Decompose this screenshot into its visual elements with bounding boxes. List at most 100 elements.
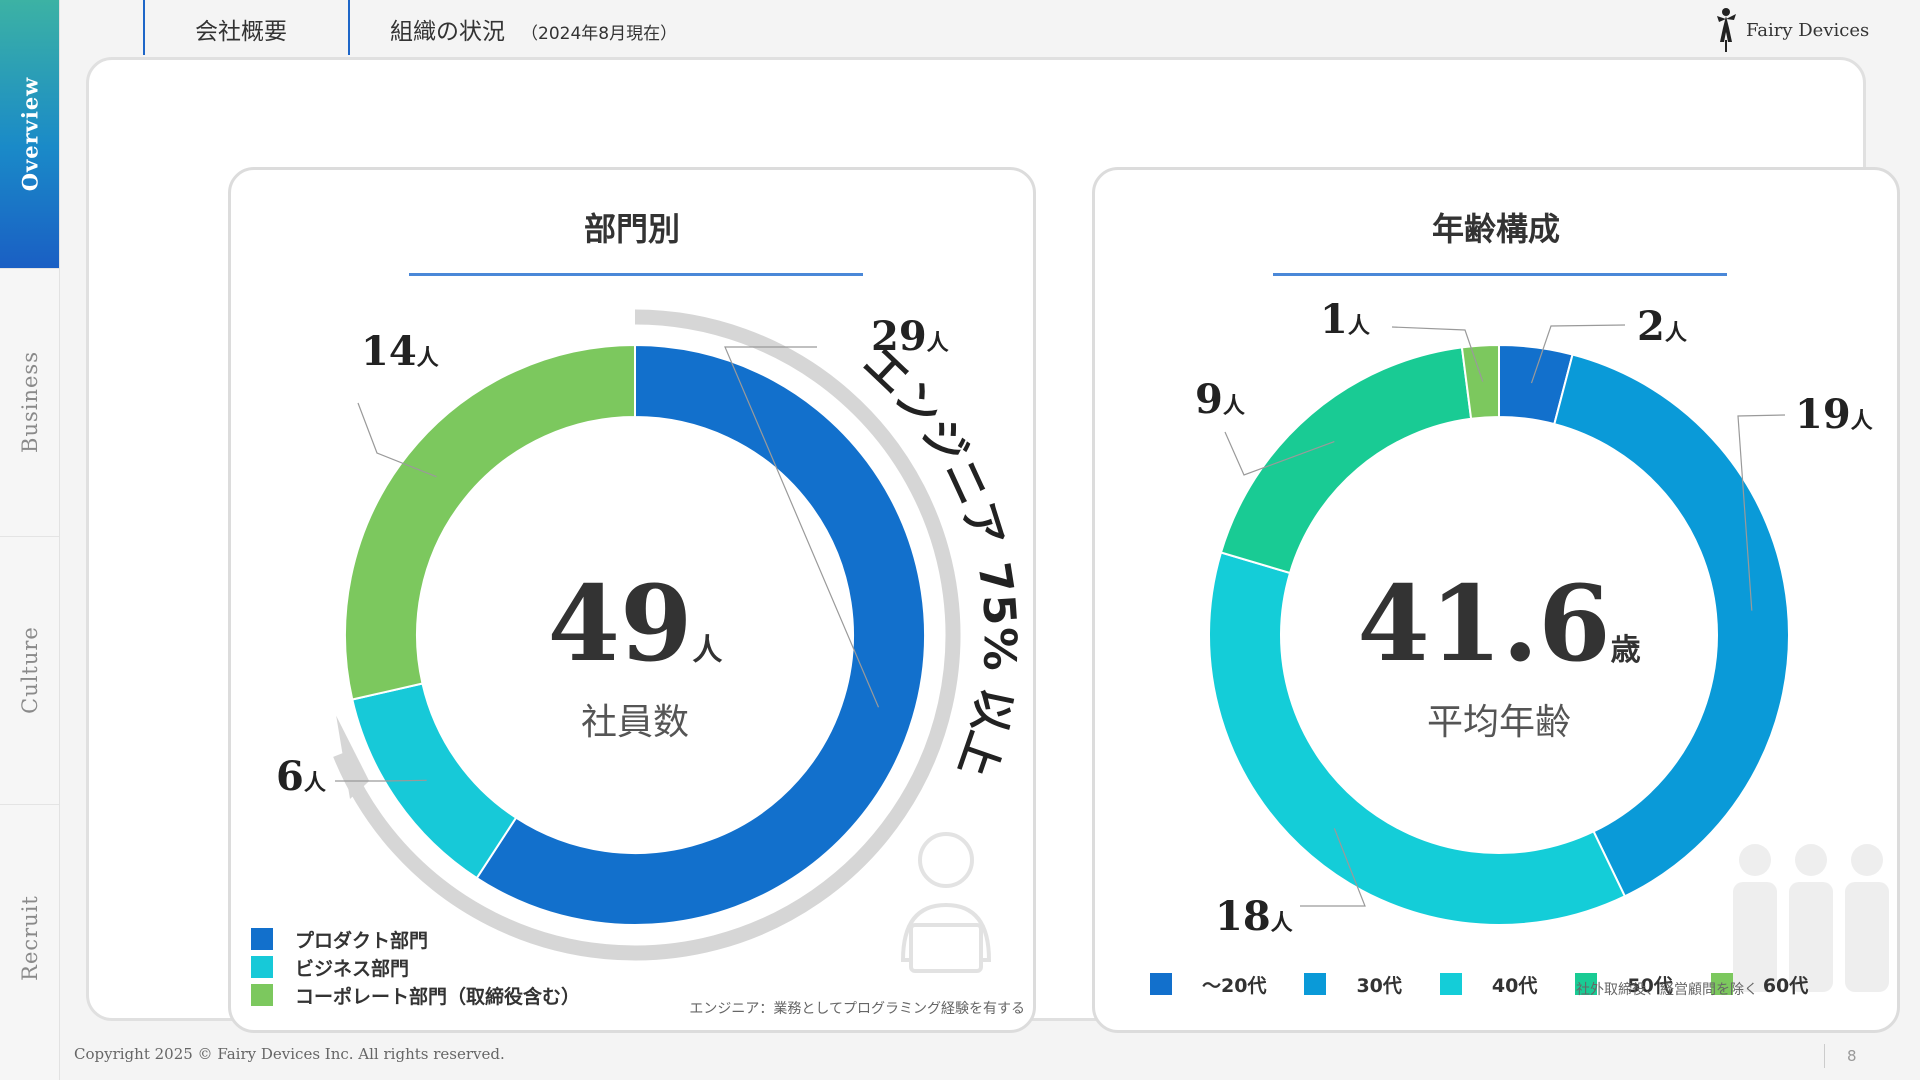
age-data-label: 1人 — [1320, 296, 1370, 343]
copyright: Copyright 2025 © Fairy Devices Inc. All … — [74, 1045, 505, 1063]
legend-label-40s: 40代 — [1491, 974, 1538, 997]
legend-label-corporate: コーポレート部門（取締役含む） — [295, 985, 581, 1008]
age-data-label-unit: 人 — [1223, 394, 1245, 419]
legend-swatch-50s — [1575, 973, 1598, 995]
engineer-icon-head — [918, 832, 974, 888]
age-data-label: 9人 — [1195, 376, 1245, 423]
age-segment — [1219, 346, 1473, 575]
age-leader-line — [1530, 324, 1626, 384]
engineer-icon — [900, 832, 992, 973]
legend-label-business: ビジネス部門 — [295, 957, 410, 980]
legend-label-50s: 50代 — [1627, 974, 1673, 997]
age-leader-line — [1224, 431, 1335, 476]
engineer-icon-laptop — [909, 923, 983, 973]
legend-item-business: ビジネス部門 — [251, 953, 580, 981]
age-center-value: 41.6歳 — [1357, 562, 1640, 685]
legend-swatch-business — [251, 956, 273, 978]
legend-swatch-corporate — [251, 984, 273, 1006]
age-data-label-unit: 人 — [1851, 409, 1873, 434]
department-center-unit: 人 — [692, 633, 722, 668]
people-icon-head — [1739, 844, 1771, 876]
department-segment — [344, 343, 636, 701]
age-data-label-unit: 人 — [1665, 321, 1687, 346]
age-leader-line — [1737, 414, 1786, 611]
legend-label-30s: 30代 — [1356, 974, 1402, 997]
age-data-label-unit: 人 — [1271, 911, 1293, 936]
age-segment — [1553, 353, 1791, 898]
header-divider — [348, 0, 350, 55]
legend-swatch-product — [251, 928, 273, 950]
company-logo: Fairy Devices — [1714, 6, 1869, 54]
nav-recruit-label: Recruit — [17, 895, 42, 981]
engineer-icon-body — [900, 902, 992, 962]
legend-item-40s: 40代 — [1439, 970, 1538, 998]
age-segment — [1207, 551, 1627, 926]
department-panel: 部門別 エンジニア 75% 以上 29人 6人 14人 49人 社員数 プロダクト部門 ビ… — [228, 167, 1036, 1033]
age-leader-line — [1300, 828, 1366, 907]
age-center-label: 平均年齢 — [1427, 702, 1571, 743]
engineer-arc-arrowhead — [336, 715, 370, 799]
people-group-icon — [1733, 844, 1889, 992]
page-divider — [1824, 1044, 1825, 1068]
legend-swatch-20s — [1150, 973, 1172, 995]
nav-overview[interactable]: Overview — [0, 0, 59, 269]
department-data-label: 6人 — [276, 753, 326, 800]
age-segment — [1460, 343, 1500, 420]
legend-item-30s: 30代 — [1304, 970, 1402, 998]
engineer-arc — [333, 309, 961, 961]
side-navigation: Overview Business Culture Recruit — [0, 0, 60, 1080]
department-data-label-unit: 人 — [417, 346, 439, 371]
department-leader-line — [724, 346, 880, 708]
nav-recruit[interactable]: Recruit — [0, 804, 59, 1072]
nav-business-label: Business — [17, 351, 42, 453]
page-title: 組織の状況 （2024年8月現在） — [390, 12, 677, 46]
legend-swatch-30s — [1304, 973, 1327, 995]
legend-item-product: プロダクト部門 — [251, 925, 580, 953]
people-icon-body — [1789, 882, 1833, 992]
legend-label-product: プロダクト部門 — [295, 929, 429, 952]
age-data-label: 2人 — [1637, 303, 1687, 350]
title-underline — [409, 273, 863, 276]
engineer-footnote: エンジニア：業務としてプログラミング経験を有する — [689, 1001, 1025, 1017]
header-divider — [143, 0, 145, 55]
legend-swatch-40s — [1439, 973, 1462, 995]
nav-culture[interactable]: Culture — [0, 536, 59, 805]
department-leader-line — [335, 779, 427, 782]
nav-business[interactable]: Business — [0, 268, 59, 537]
legend-item-20s: ～20代 — [1150, 970, 1266, 998]
department-data-label: 14人 — [361, 328, 439, 375]
legend-swatch-60s — [1710, 973, 1733, 995]
age-panel: 年齢構成 2人 19人 18人 9人 1人 41.6歳平均年齢 ～20代 30代 40代 … — [1092, 167, 1900, 1033]
age-title: 年齢構成 — [1431, 210, 1560, 248]
logo-text: Fairy Devices — [1746, 19, 1870, 41]
department-segment — [475, 343, 926, 926]
legend-item-60s: 60代 — [1710, 970, 1808, 998]
page-number: 8 — [1847, 1047, 1857, 1065]
people-icon-body — [1733, 882, 1777, 992]
age-data-label: 19人 — [1795, 391, 1873, 438]
department-leader-line — [357, 402, 437, 478]
age-data-label-unit: 人 — [1348, 314, 1370, 339]
department-legend: プロダクト部門 ビジネス部門 コーポレート部門（取締役含む） — [251, 925, 580, 1009]
age-leader-line — [1391, 326, 1484, 382]
page-title-text: 組織の状況 — [390, 19, 505, 45]
nav-overview-label: Overview — [17, 76, 42, 192]
legend-label-20s: ～20代 — [1202, 974, 1267, 997]
department-data-label-unit: 人 — [927, 331, 949, 356]
fairy-logo-icon — [1717, 8, 1736, 52]
nav-culture-label: Culture — [17, 626, 42, 714]
age-legend: ～20代 30代 40代 50代 60代 — [1150, 970, 1846, 998]
department-data-label: 29人 — [871, 313, 949, 360]
department-center-label: 社員数 — [581, 702, 689, 743]
department-center-value: 49人 — [548, 562, 723, 685]
legend-item-50s: 50代 — [1575, 970, 1673, 998]
people-icon-body — [1845, 882, 1889, 992]
department-title: 部門別 — [583, 210, 680, 248]
people-icon-head — [1795, 844, 1827, 876]
title-underline — [1273, 273, 1727, 276]
age-data-label: 18人 — [1215, 893, 1293, 940]
age-footnote: 社外取締役、経営顧問を除く — [1576, 982, 1758, 998]
main-card: 部門別 エンジニア 75% 以上 29人 6人 14人 49人 社員数 プロダクト部門 ビ… — [86, 57, 1900, 1033]
